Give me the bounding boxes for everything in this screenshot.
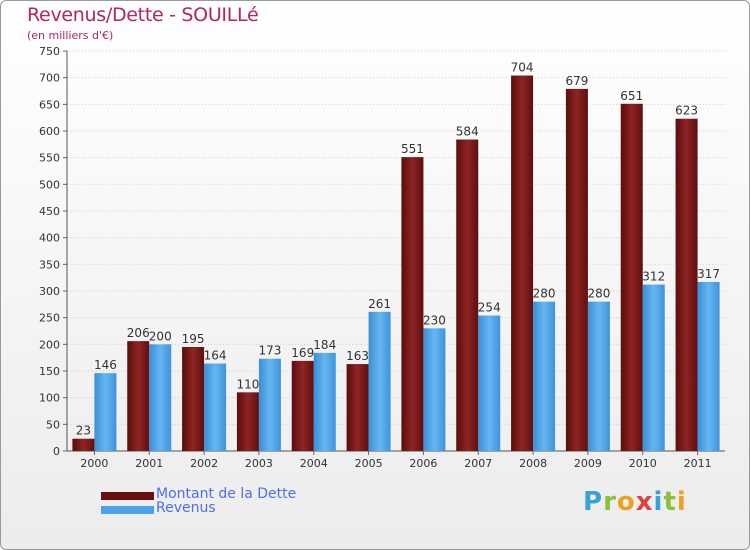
x-tick-label: 2006 [409,457,437,470]
data-label-revenus: 317 [697,267,720,281]
bar-revenus [258,358,281,451]
data-label-revenus: 280 [533,287,556,301]
x-tick-label: 2000 [80,457,108,470]
data-label-dette: 679 [565,74,588,88]
bar-revenus [642,284,665,451]
y-tick-label: 500 [39,178,60,191]
axes: 0 50 100 150 200 250 300 350 400 450 500 550 600 650 7… [39,45,725,470]
data-label-revenus: 261 [368,297,391,311]
y-tick-label: 650 [39,98,60,111]
data-label-dette: 551 [401,142,424,156]
y-tick-label: 150 [39,365,60,378]
bar-dette [456,139,479,452]
y-tick-label: 100 [39,392,60,405]
data-label-dette: 163 [346,349,369,363]
x-tick-label: 2001 [135,457,163,470]
bar-dette [675,118,698,451]
y-tick-label: 300 [39,285,60,298]
y-tick-label: 700 [39,72,60,85]
data-label-revenus: 254 [478,301,501,315]
y-tick-label: 350 [39,258,60,271]
data-label-revenus: 184 [313,338,336,352]
data-label-dette: 169 [291,346,314,360]
legend-label-revenus: Revenus [156,500,216,516]
proxiti-logo: Proxiti [583,487,687,517]
y-tick-label: 600 [39,125,60,138]
data-label-revenus: 146 [94,358,117,372]
bars [72,75,720,452]
bar-revenus [313,352,336,451]
bar-dette [72,438,95,451]
y-tick-label: 550 [39,152,60,165]
bar-revenus [697,281,720,451]
data-label-revenus: 200 [149,329,172,343]
bar-revenus [368,311,391,451]
x-tick-label: 2004 [300,457,328,470]
bar-revenus [204,363,227,451]
legend-swatch-dette [101,492,154,500]
data-label-dette: 651 [620,89,643,103]
chart-subtitle: (en milliers d'€) [27,29,114,42]
bar-revenus [149,344,172,451]
bar-dette [236,392,259,451]
data-label-revenus: 280 [587,287,610,301]
bar-revenus [587,301,610,451]
bar-dette [565,88,588,451]
bar-revenus [94,373,117,451]
data-label-dette: 195 [182,332,205,346]
bar-dette [346,364,369,451]
legend-swatch-revenus [101,506,154,514]
x-tick-label: 2007 [464,457,492,470]
data-label-dette: 584 [456,125,479,139]
bar-dette [291,360,314,451]
bar-revenus [533,301,556,451]
x-tick-label: 2011 [684,457,712,470]
x-tick-label: 2009 [574,457,602,470]
data-label-revenus: 173 [258,344,281,358]
x-tick-label: 2010 [629,457,657,470]
data-label-revenus: 312 [642,270,665,284]
y-tick-label: 400 [39,232,60,245]
bar-dette [182,347,205,451]
data-label-dette: 110 [236,377,259,391]
y-tick-label: 50 [46,418,60,431]
bar-dette [620,103,643,452]
data-label-revenus: 230 [423,313,446,327]
x-tick-label: 2003 [245,457,273,470]
y-tick-label: 200 [39,338,60,351]
data-label-dette: 623 [675,104,698,118]
y-tick-label: 450 [39,205,60,218]
y-tick-label: 250 [39,312,60,325]
bar-dette [511,75,534,452]
data-label-dette: 704 [511,61,534,75]
data-label-revenus: 164 [204,349,227,363]
y-tick-label: 0 [53,445,60,458]
x-tick-label: 2005 [355,457,383,470]
bar-revenus [423,328,446,451]
y-tick-label: 750 [39,45,60,58]
data-label-dette: 206 [127,326,150,340]
x-tick-label: 2002 [190,457,218,470]
chart-title: Revenus/Dette - SOUILLé [27,4,259,26]
legend-label-dette: Montant de la Dette [156,486,297,502]
bar-revenus [478,315,501,451]
bar-dette [127,341,150,451]
bar-dette [401,157,424,451]
x-tick-label: 2008 [519,457,547,470]
data-label-dette: 23 [76,424,91,438]
